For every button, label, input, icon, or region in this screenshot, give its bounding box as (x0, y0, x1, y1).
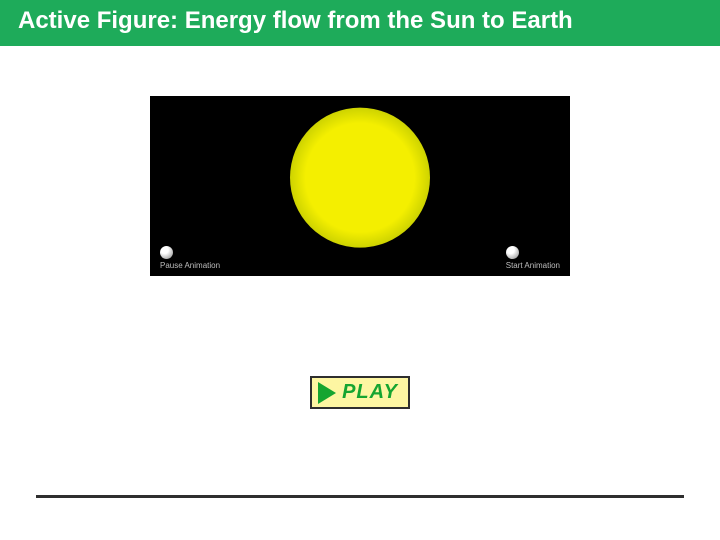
start-label: Start Animation (506, 261, 560, 270)
footer-divider (36, 495, 684, 498)
radio-dot-icon (506, 246, 519, 259)
radio-dot-icon (160, 246, 173, 259)
play-label: PLAY (342, 381, 398, 404)
simulation-panel: Pause Animation Start Animation (150, 96, 570, 276)
start-animation-button[interactable]: Start Animation (506, 246, 560, 270)
pause-label: Pause Animation (160, 261, 220, 270)
play-triangle-icon (318, 382, 336, 404)
slide-header: Active Figure: Energy flow from the Sun … (0, 0, 720, 46)
pause-animation-button[interactable]: Pause Animation (160, 246, 220, 270)
slide-title: Active Figure: Energy flow from the Sun … (18, 6, 702, 36)
sun-graphic (290, 108, 430, 248)
play-button[interactable]: PLAY (310, 376, 410, 409)
figure-area: Pause Animation Start Animation PLAY (0, 46, 720, 409)
